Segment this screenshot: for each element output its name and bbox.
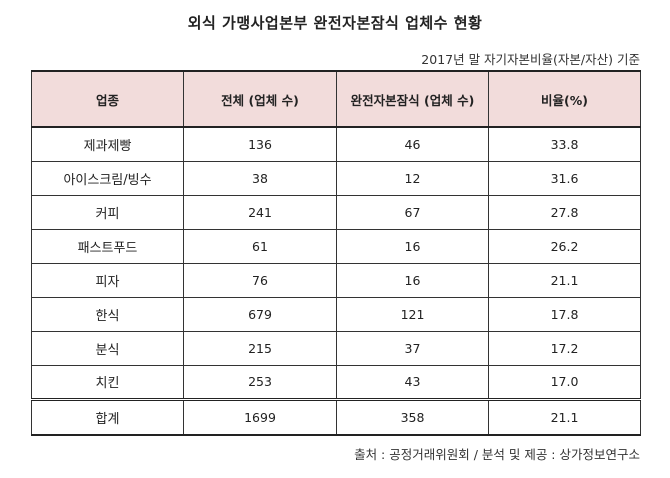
table-row: 커피 241 67 27.8 [31, 194, 641, 230]
source-note: 출처 : 공정거래위원회 / 분석 및 제공 : 상가정보연구소 [354, 447, 640, 462]
franchise-impairment-table: 업종 전체 (업체 수) 완전자본잠식 (업체 수) 비율(%) 제과제빵 13… [31, 70, 641, 436]
cell-total: 215 [183, 330, 337, 366]
cell-impaired: 16 [336, 262, 489, 298]
cell-total: 38 [183, 160, 337, 196]
table-subtitle: 2017년 말 자기자본비율(자본/자산) 기준 [421, 52, 640, 67]
cell-ratio: 31.6 [488, 160, 641, 196]
cell-ratio: 33.8 [488, 126, 641, 162]
cell-impaired: 43 [336, 364, 489, 400]
cell-total: 253 [183, 364, 337, 400]
cell-category: 패스트푸드 [31, 228, 184, 264]
total-ratio: 21.1 [488, 397, 641, 436]
cell-category: 치킨 [31, 364, 184, 400]
cell-ratio: 17.8 [488, 296, 641, 332]
cell-ratio: 21.1 [488, 262, 641, 298]
table-row: 분식 215 37 17.2 [31, 330, 641, 366]
cell-ratio: 26.2 [488, 228, 641, 264]
cell-impaired: 12 [336, 160, 489, 196]
total-count: 1699 [183, 397, 337, 436]
cell-ratio: 17.0 [488, 364, 641, 400]
total-label: 합계 [31, 397, 184, 436]
cell-impaired: 16 [336, 228, 489, 264]
cell-total: 679 [183, 296, 337, 332]
table-row: 치킨 253 43 17.0 [31, 364, 641, 400]
cell-category: 한식 [31, 296, 184, 332]
cell-total: 241 [183, 194, 337, 230]
cell-ratio: 27.8 [488, 194, 641, 230]
cell-impaired: 46 [336, 126, 489, 162]
total-impaired: 358 [336, 397, 489, 436]
cell-category: 커피 [31, 194, 184, 230]
table-row: 한식 679 121 17.8 [31, 296, 641, 332]
cell-impaired: 121 [336, 296, 489, 332]
cell-impaired: 67 [336, 194, 489, 230]
cell-total: 76 [183, 262, 337, 298]
table-row: 피자 76 16 21.1 [31, 262, 641, 298]
column-header-impaired: 완전자본잠식 (업체 수) [336, 70, 489, 128]
column-header-category: 업종 [31, 70, 184, 128]
cell-category: 피자 [31, 262, 184, 298]
cell-category: 아이스크림/빙수 [31, 160, 184, 196]
table-total-row: 합계 1699 358 21.1 [31, 397, 641, 436]
table-row: 아이스크림/빙수 38 12 31.6 [31, 160, 641, 196]
column-header-total: 전체 (업체 수) [183, 70, 337, 128]
cell-total: 61 [183, 228, 337, 264]
table-row: 제과제빵 136 46 33.8 [31, 126, 641, 162]
cell-category: 분식 [31, 330, 184, 366]
cell-impaired: 37 [336, 330, 489, 366]
page-title: 외식 가맹사업본부 완전자본잠식 업체수 현황 [187, 14, 483, 32]
column-header-ratio: 비율(%) [488, 70, 641, 128]
table-row: 패스트푸드 61 16 26.2 [31, 228, 641, 264]
table-header-row: 업종 전체 (업체 수) 완전자본잠식 (업체 수) 비율(%) [31, 70, 641, 128]
cell-category: 제과제빵 [31, 126, 184, 162]
cell-ratio: 17.2 [488, 330, 641, 366]
cell-total: 136 [183, 126, 337, 162]
